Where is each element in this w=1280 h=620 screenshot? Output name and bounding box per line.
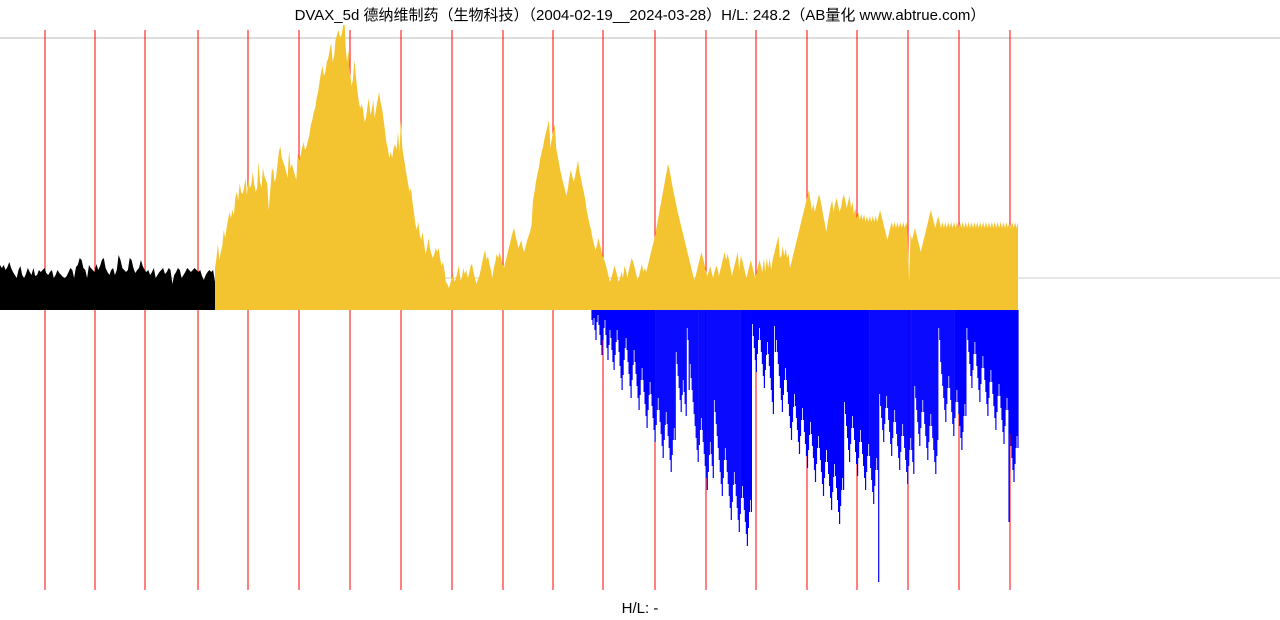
chart-area (0, 25, 1280, 595)
chart-svg (0, 25, 1280, 595)
chart-footer: H/L: - (0, 600, 1280, 617)
chart-title: DVAX_5d 德纳维制药（生物科技）（2004-02-19__2024-03-… (0, 0, 1280, 25)
